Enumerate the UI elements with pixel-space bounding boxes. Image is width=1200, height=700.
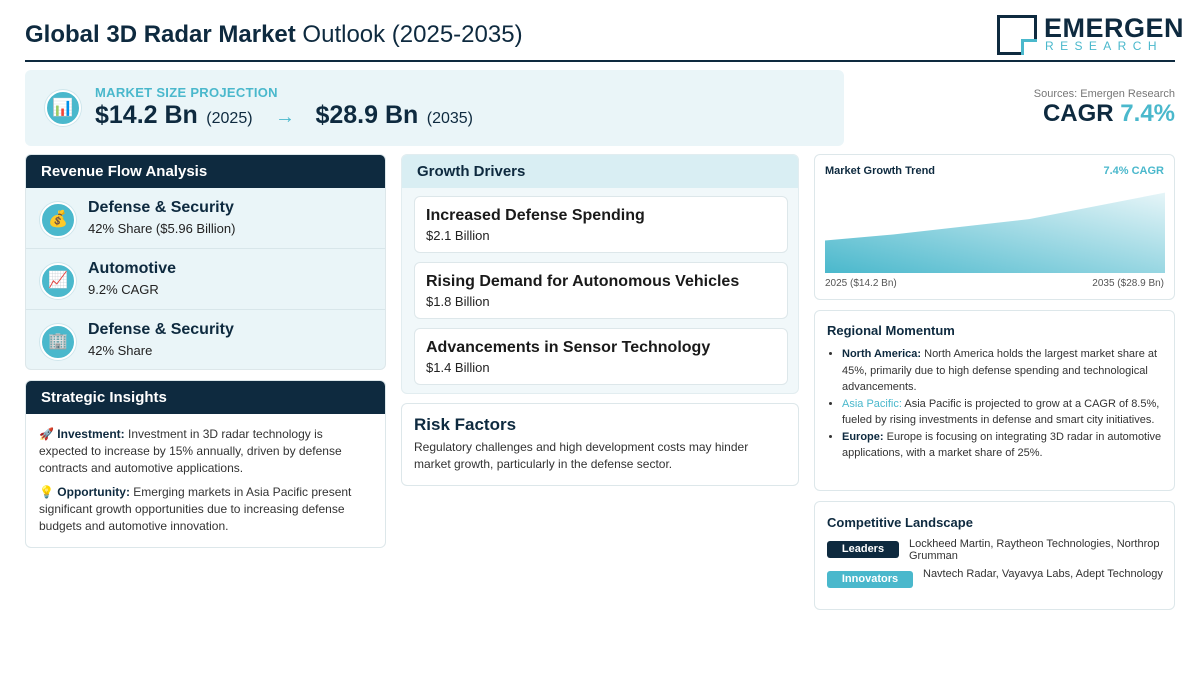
chart-icon: 📊 <box>45 90 81 126</box>
growth-drivers-heading: Growth Drivers <box>402 155 798 188</box>
chart-start-label: 2025 ($14.2 Bn) <box>825 278 897 289</box>
revenue-item-sub: 42% Share <box>88 343 153 358</box>
revenue-item-sub: 9.2% CAGR <box>88 282 159 297</box>
end-year: (2035) <box>426 110 473 127</box>
page-title: Global 3D Radar Market Outlook (2025-203… <box>25 21 523 48</box>
money-bag-icon: 💰 <box>40 202 76 238</box>
building-icon: 🏢 <box>40 324 76 360</box>
driver-value: $2.1 Billion <box>426 228 490 243</box>
revenue-item: 📈 Automotive 9.2% CAGR <box>26 249 385 310</box>
innovators-text: Navtech Radar, Vayavya Labs, Adept Techn… <box>923 568 1163 580</box>
driver-title: Increased Defense Spending <box>426 207 645 224</box>
driver-value: $1.8 Billion <box>426 294 490 309</box>
logo-subtitle: RESEARCH <box>1045 39 1163 53</box>
projection-values: $14.2 Bn (2025) → $28.9 Bn (2035) <box>95 101 473 130</box>
innovators-badge: Innovators <box>827 571 913 588</box>
revenue-item-title: Defense & Security <box>88 321 234 338</box>
revenue-item-title: Defense & Security <box>88 199 234 216</box>
driver-value: $1.4 Billion <box>426 360 490 375</box>
chart-cagr-label: 7.4% CAGR <box>1103 165 1164 177</box>
cagr-headline: CAGR 7.4% <box>1042 100 1175 127</box>
rocket-icon: 🚀 <box>39 427 54 441</box>
regional-momentum-card: Regional Momentum North America: North A… <box>814 310 1175 491</box>
revenue-flow-card: Revenue Flow Analysis 💰 Defense & Securi… <box>25 154 386 370</box>
projection-label: MARKET SIZE PROJECTION <box>95 85 278 100</box>
revenue-item-sub: 42% Share ($5.96 Billion) <box>88 221 236 236</box>
lightbulb-icon: 💡 <box>39 485 54 499</box>
strategic-insights-heading: Strategic Insights <box>26 381 385 414</box>
growth-drivers-card: Growth Drivers Increased Defense Spendin… <box>401 154 799 394</box>
risk-factors-text: Regulatory challenges and high developme… <box>414 440 749 471</box>
driver-item: Increased Defense Spending $2.1 Billion <box>414 196 788 253</box>
market-growth-trend-card: Market Growth Trend 7.4% CAGR 2025 ($14.… <box>814 154 1175 300</box>
risk-factors-card: Risk Factors Regulatory challenges and h… <box>401 403 799 486</box>
driver-title: Advancements in Sensor Technology <box>426 339 711 356</box>
strategic-insights-card: Strategic Insights 🚀 Investment: Investm… <box>25 380 386 548</box>
revenue-item-title: Automotive <box>88 260 176 277</box>
logo-mark-icon <box>997 15 1037 55</box>
driver-title: Rising Demand for Autonomous Vehicles <box>426 273 740 290</box>
end-value: $28.9 Bn <box>315 101 419 129</box>
start-year: (2025) <box>206 110 253 127</box>
chart-end-label: 2035 ($28.9 Bn) <box>1092 278 1164 289</box>
chart-title: Market Growth Trend <box>825 165 936 177</box>
revenue-item: 💰 Defense & Security 42% Share ($5.96 Bi… <box>26 188 385 249</box>
leaders-text: Lockheed Martin, Raytheon Technologies, … <box>909 538 1160 562</box>
regional-momentum-heading: Regional Momentum <box>827 323 955 338</box>
competitive-landscape-heading: Competitive Landscape <box>827 515 973 530</box>
insight-investment: 🚀 Investment: Investment in 3D radar tec… <box>39 427 342 475</box>
page-header: Global 3D Radar Market Outlook (2025-203… <box>25 12 1184 62</box>
sources-text: Sources: Emergen Research <box>1033 88 1175 100</box>
region-item-north-america: North America: North America holds the l… <box>842 346 1167 396</box>
risk-factors-heading: Risk Factors <box>414 415 517 434</box>
market-size-projection: 📊 MARKET SIZE PROJECTION $14.2 Bn (2025)… <box>25 70 844 146</box>
logo-wordmark: EMERGEN <box>1044 13 1185 43</box>
arrow-right-icon: → <box>275 106 295 128</box>
growth-area <box>825 192 1165 273</box>
region-item-europe: Europe: Europe is focusing on integratin… <box>842 429 1167 462</box>
revenue-flow-heading: Revenue Flow Analysis <box>26 155 385 188</box>
start-value: $14.2 Bn <box>95 101 198 129</box>
growth-area-chart <box>825 192 1165 273</box>
revenue-item: 🏢 Defense & Security 42% Share <box>26 310 385 369</box>
competitive-landscape-card: Competitive Landscape Leaders Lockheed M… <box>814 501 1175 610</box>
driver-item: Rising Demand for Autonomous Vehicles $1… <box>414 262 788 319</box>
trend-chart-icon: 📈 <box>40 263 76 299</box>
region-item-asia-pacific: Asia Pacific: Asia Pacific is projected … <box>842 396 1167 429</box>
emergen-logo[interactable]: EMERGEN RESEARCH <box>997 13 1184 56</box>
leaders-badge: Leaders <box>827 541 899 558</box>
driver-item: Advancements in Sensor Technology $1.4 B… <box>414 328 788 385</box>
insight-opportunity: 💡 Opportunity: Emerging markets in Asia … <box>39 485 352 533</box>
